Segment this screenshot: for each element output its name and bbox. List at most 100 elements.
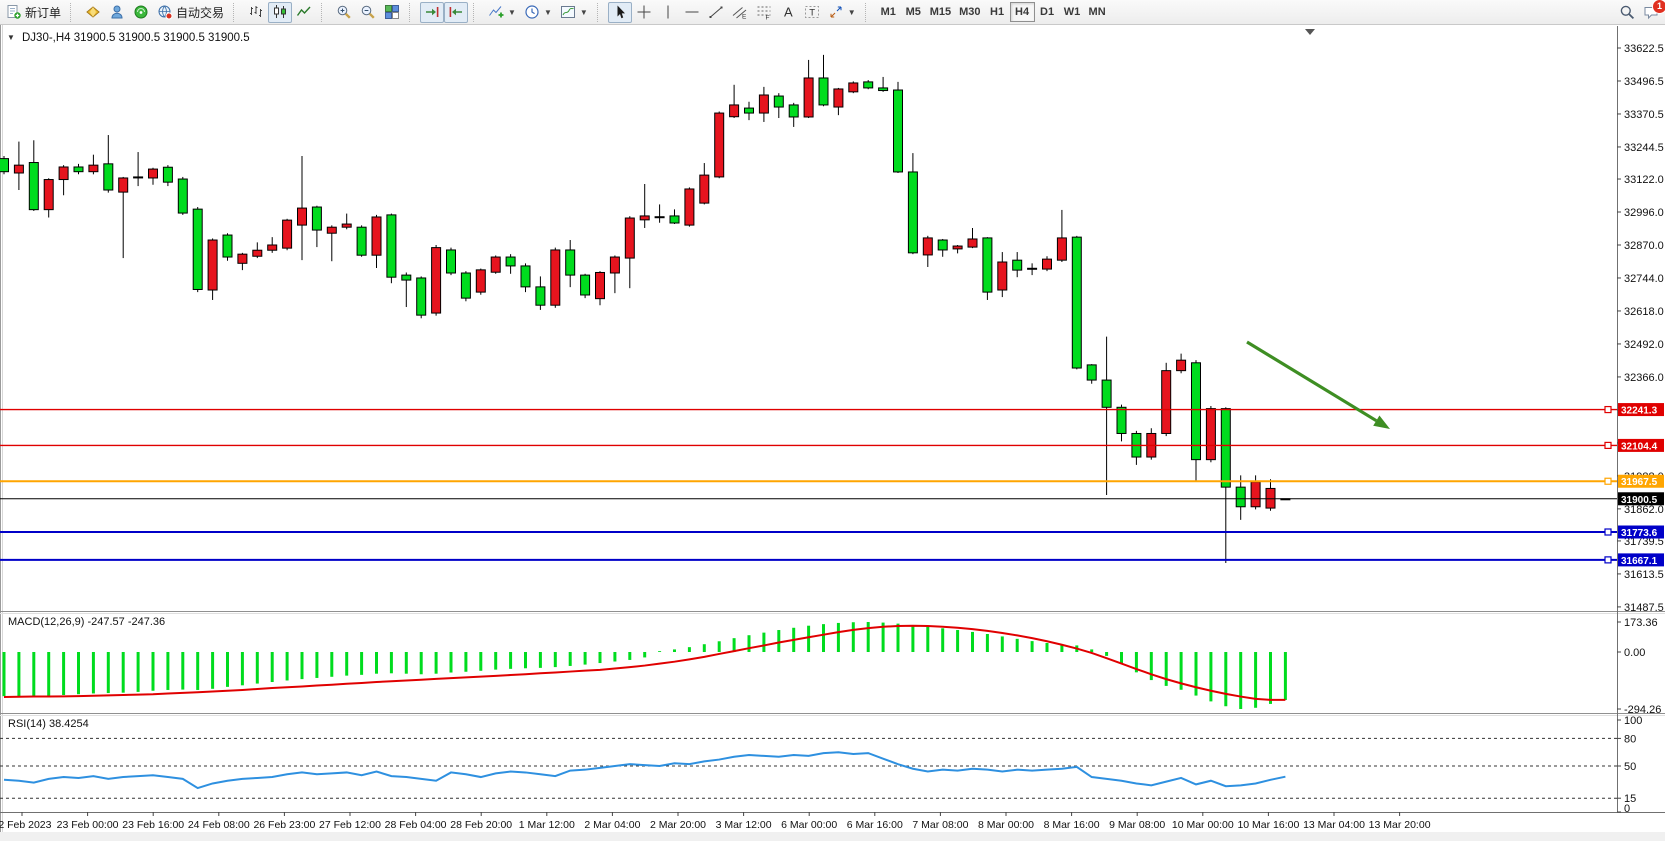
timeframe-h4-button[interactable]: H4 (1009, 2, 1035, 22)
svg-text:31773.6: 31773.6 (1621, 528, 1658, 539)
svg-text:31967.5: 31967.5 (1621, 477, 1658, 488)
gold-diamond-icon (86, 6, 100, 18)
market-depth-button[interactable] (81, 2, 105, 23)
autoscroll-icon (426, 7, 439, 17)
search-icon (1620, 5, 1635, 20)
add-indicator-button[interactable]: ▼ (484, 2, 520, 23)
toolbar-separator (864, 2, 872, 22)
svg-text:13 Mar 04:00: 13 Mar 04:00 (1303, 819, 1365, 831)
timeframe-m5-button[interactable]: M5 (905, 6, 921, 18)
crosshair-button[interactable] (632, 2, 656, 23)
timeframe-h1-button[interactable]: H1 (990, 6, 1005, 18)
timeframe-w1-button[interactable]: W1 (1063, 6, 1081, 18)
hline-32104.4[interactable]: 32104.4 (0, 438, 1664, 453)
chat-button[interactable]: 1 (1639, 0, 1665, 23)
templates-button[interactable]: ▼ (556, 2, 592, 23)
hline-31667.1[interactable]: 31667.1 (0, 553, 1664, 567)
chart-context-arrow[interactable]: ▼ (7, 33, 15, 42)
linechart-icon (296, 6, 311, 16)
svg-text:0: 0 (1624, 803, 1630, 815)
signals-button[interactable] (129, 2, 153, 23)
new-order-button[interactable]: 新订单 (2, 2, 65, 23)
svg-text:32492.0: 32492.0 (1624, 339, 1664, 351)
svg-text:8 Mar 16:00: 8 Mar 16:00 (1044, 819, 1100, 831)
svg-text:3 Mar 12:00: 3 Mar 12:00 (716, 819, 772, 831)
zoom-out-button[interactable] (356, 2, 380, 23)
chart-window[interactable]: 33622.5 33496.5 33370.5 33244.5 33122.0 32996… (0, 25, 1665, 841)
arrows-tool-icon (830, 6, 842, 18)
timeframe-mn-button[interactable]: MN (1088, 6, 1106, 18)
toolbar-separator (473, 2, 480, 22)
toolbar-separator (596, 2, 604, 22)
bars-icon (250, 6, 263, 17)
dropdown-caret-icon[interactable]: ▼ (847, 7, 856, 17)
auto-scroll-button[interactable] (420, 1, 445, 23)
hline-31900.5[interactable]: 31900.5 (0, 492, 1664, 506)
chart-canvas[interactable]: 33622.5 33496.5 33370.5 33244.5 33122.0 32996… (0, 25, 1665, 841)
svg-text:173.36: 173.36 (1624, 617, 1658, 629)
autotrading-button[interactable]: 自动交易 (153, 2, 228, 23)
svg-text:9 Mar 08:00: 9 Mar 08:00 (1109, 819, 1165, 831)
hline-32241.3[interactable]: 32241.3 (0, 403, 1664, 417)
panel-frames (0, 26, 1665, 813)
macd-label: MACD(12,26,9) -247.57 -247.36 (8, 616, 165, 628)
svg-text:33370.5: 33370.5 (1624, 109, 1664, 121)
dropdown-caret-icon[interactable]: ▼ (508, 7, 516, 17)
chart-shift-button[interactable] (444, 1, 469, 23)
label-button[interactable]: T (800, 2, 824, 23)
svg-text:13 Mar 20:00: 13 Mar 20:00 (1369, 819, 1431, 831)
label-t-icon: T (804, 6, 819, 19)
zoom-in-icon (337, 5, 351, 19)
autotrading-button-label: 自动交易 (176, 5, 225, 20)
trend-arrow-annotation[interactable] (1246, 340, 1390, 429)
svg-text:33122.0: 33122.0 (1624, 174, 1664, 186)
toolbar-separator (233, 2, 240, 22)
channel-icon: E (732, 7, 747, 20)
svg-text:80: 80 (1624, 733, 1636, 745)
timeframe-m30-button[interactable]: M30 (959, 6, 981, 18)
new-order-button-label: 新订单 (25, 5, 62, 20)
candlestick-chart-button[interactable] (268, 1, 293, 23)
timeframe-m15-button[interactable]: M15 (929, 6, 952, 18)
timeframe-d1-button[interactable]: D1 (1040, 6, 1055, 18)
periods-button[interactable]: ▼ (520, 2, 556, 23)
svg-text:32618.0: 32618.0 (1624, 306, 1664, 318)
tile-windows-button[interactable] (380, 2, 404, 23)
search-button[interactable] (1615, 2, 1639, 23)
svg-text:32366.0: 32366.0 (1624, 372, 1664, 384)
svg-text:6 Mar 00:00: 6 Mar 00:00 (781, 819, 837, 831)
zoom-out-icon (361, 5, 375, 19)
arrows-button[interactable]: ▼ (824, 2, 860, 23)
line-chart-button[interactable] (292, 2, 316, 23)
horizontal-line-button[interactable] (680, 2, 704, 23)
dropdown-caret-icon[interactable]: ▼ (579, 7, 588, 17)
svg-text:15: 15 (1624, 793, 1636, 805)
shift-marker[interactable] (1305, 29, 1315, 35)
text-button[interactable]: A (776, 2, 800, 23)
cursor-button[interactable] (607, 1, 632, 23)
notification-badge: 1 (1652, 0, 1665, 14)
hline-31967.5[interactable]: 31967.5 (0, 474, 1664, 489)
fibo-icon: F (757, 6, 771, 20)
bars-chart-button[interactable] (244, 2, 268, 23)
svg-text:23 Feb 16:00: 23 Feb 16:00 (122, 819, 184, 831)
toolbar-separator (70, 2, 77, 22)
svg-text:31487.5: 31487.5 (1624, 602, 1664, 614)
equidistant-channel-button[interactable]: E (728, 2, 752, 23)
toolbar: 新订单 自动交易 ▼ ▼ ▼ E F A T ▼ M1 M5 M15 M30 H1 H4 D1 W1 MN 1 (0, 0, 1665, 25)
vertical-line-button[interactable] (656, 2, 680, 23)
dropdown-caret-icon[interactable]: ▼ (543, 7, 552, 17)
hline-31773.6[interactable]: 31773.6 (0, 525, 1664, 540)
zoom-in-button[interactable] (332, 2, 356, 23)
fibonacci-button[interactable]: F (752, 2, 776, 23)
svg-text:32241.3: 32241.3 (1621, 406, 1658, 417)
chartshift-icon (449, 7, 463, 17)
svg-text:2 Mar 20:00: 2 Mar 20:00 (650, 819, 706, 831)
accounts-button[interactable] (105, 2, 129, 23)
trendline-button[interactable] (704, 2, 728, 23)
timeframe-m1-button[interactable]: M1 (880, 6, 896, 18)
rsi-line (3, 751, 1286, 790)
clock-icon (525, 5, 539, 19)
vline-icon (667, 5, 669, 19)
